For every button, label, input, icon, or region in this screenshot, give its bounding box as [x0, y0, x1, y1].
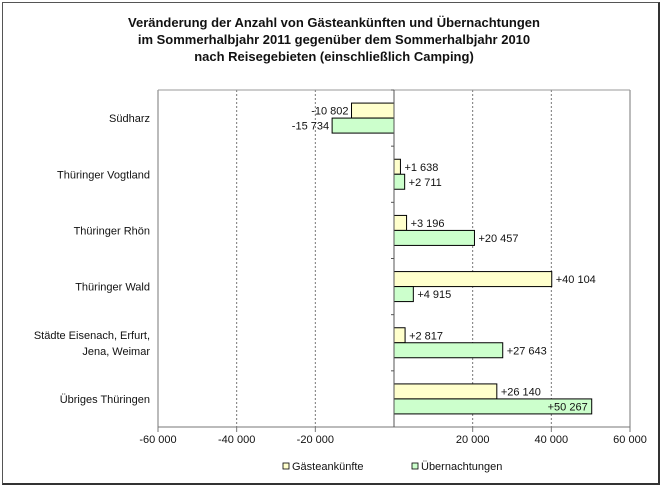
- title-line: Veränderung der Anzahl von Gästeankünfte…: [128, 15, 540, 30]
- title-line: im Sommerhalbjahr 2011 gegenüber dem Som…: [137, 32, 531, 47]
- category-label: Jena, Weimar: [82, 346, 150, 358]
- data-label: +27 643: [507, 345, 547, 357]
- bar-gaesteankuenfte: [393, 327, 406, 344]
- x-tick-label: 20 000: [456, 434, 490, 446]
- bar-uebernachtungen: [331, 117, 395, 134]
- category-label: Übriges Thüringen: [60, 394, 150, 406]
- x-tick-label: -40 000: [218, 434, 255, 446]
- data-label: +3 196: [411, 218, 445, 230]
- chart-title: Veränderung der Anzahl von Gästeankünfte…: [0, 14, 668, 65]
- category-label: Thüringer Vogtland: [57, 169, 150, 181]
- bar-gaesteankuenfte: [351, 102, 395, 119]
- category-label: Thüringer Wald: [75, 282, 150, 294]
- bar-gaesteankuenfte: [393, 158, 401, 175]
- legend-swatch: [411, 462, 419, 470]
- category-label: Südharz: [109, 113, 150, 125]
- data-label: +4 915: [417, 289, 451, 301]
- data-label: +2 817: [409, 330, 443, 342]
- category-label: Thüringer Rhön: [74, 225, 150, 237]
- bar-gaesteankuenfte: [393, 214, 408, 231]
- bar-gaesteankuenfte: [393, 383, 498, 400]
- data-label: +26 140: [501, 386, 541, 398]
- data-label: -15 734: [292, 121, 329, 133]
- legend-label: Übernachtungen: [421, 461, 502, 473]
- bar-gaesteankuenfte: [393, 271, 553, 288]
- data-label: +40 104: [556, 274, 596, 286]
- x-tick-label: 40 000: [535, 434, 569, 446]
- legend-label: Gästeankünfte: [292, 461, 364, 473]
- x-tick-label: 60 000: [613, 434, 647, 446]
- chart-frame: [2, 2, 660, 485]
- legend-swatch: [282, 462, 290, 470]
- bar-uebernachtungen: [393, 342, 504, 359]
- data-label: -10 802: [311, 106, 348, 118]
- bar-uebernachtungen: [393, 286, 414, 303]
- title-line: nach Reisegebieten (einschließlich Campi…: [194, 49, 474, 64]
- x-tick-label: -20 000: [297, 434, 334, 446]
- data-label: +2 711: [409, 177, 442, 189]
- bar-uebernachtungen: [393, 173, 406, 190]
- data-label: +20 457: [478, 233, 518, 245]
- data-label: +50 267: [548, 401, 588, 413]
- category-label: Städte Eisenach, Erfurt,: [34, 330, 150, 342]
- x-tick-label: -60 000: [139, 434, 176, 446]
- data-label: +1 638: [404, 162, 438, 174]
- bar-uebernachtungen: [393, 229, 475, 246]
